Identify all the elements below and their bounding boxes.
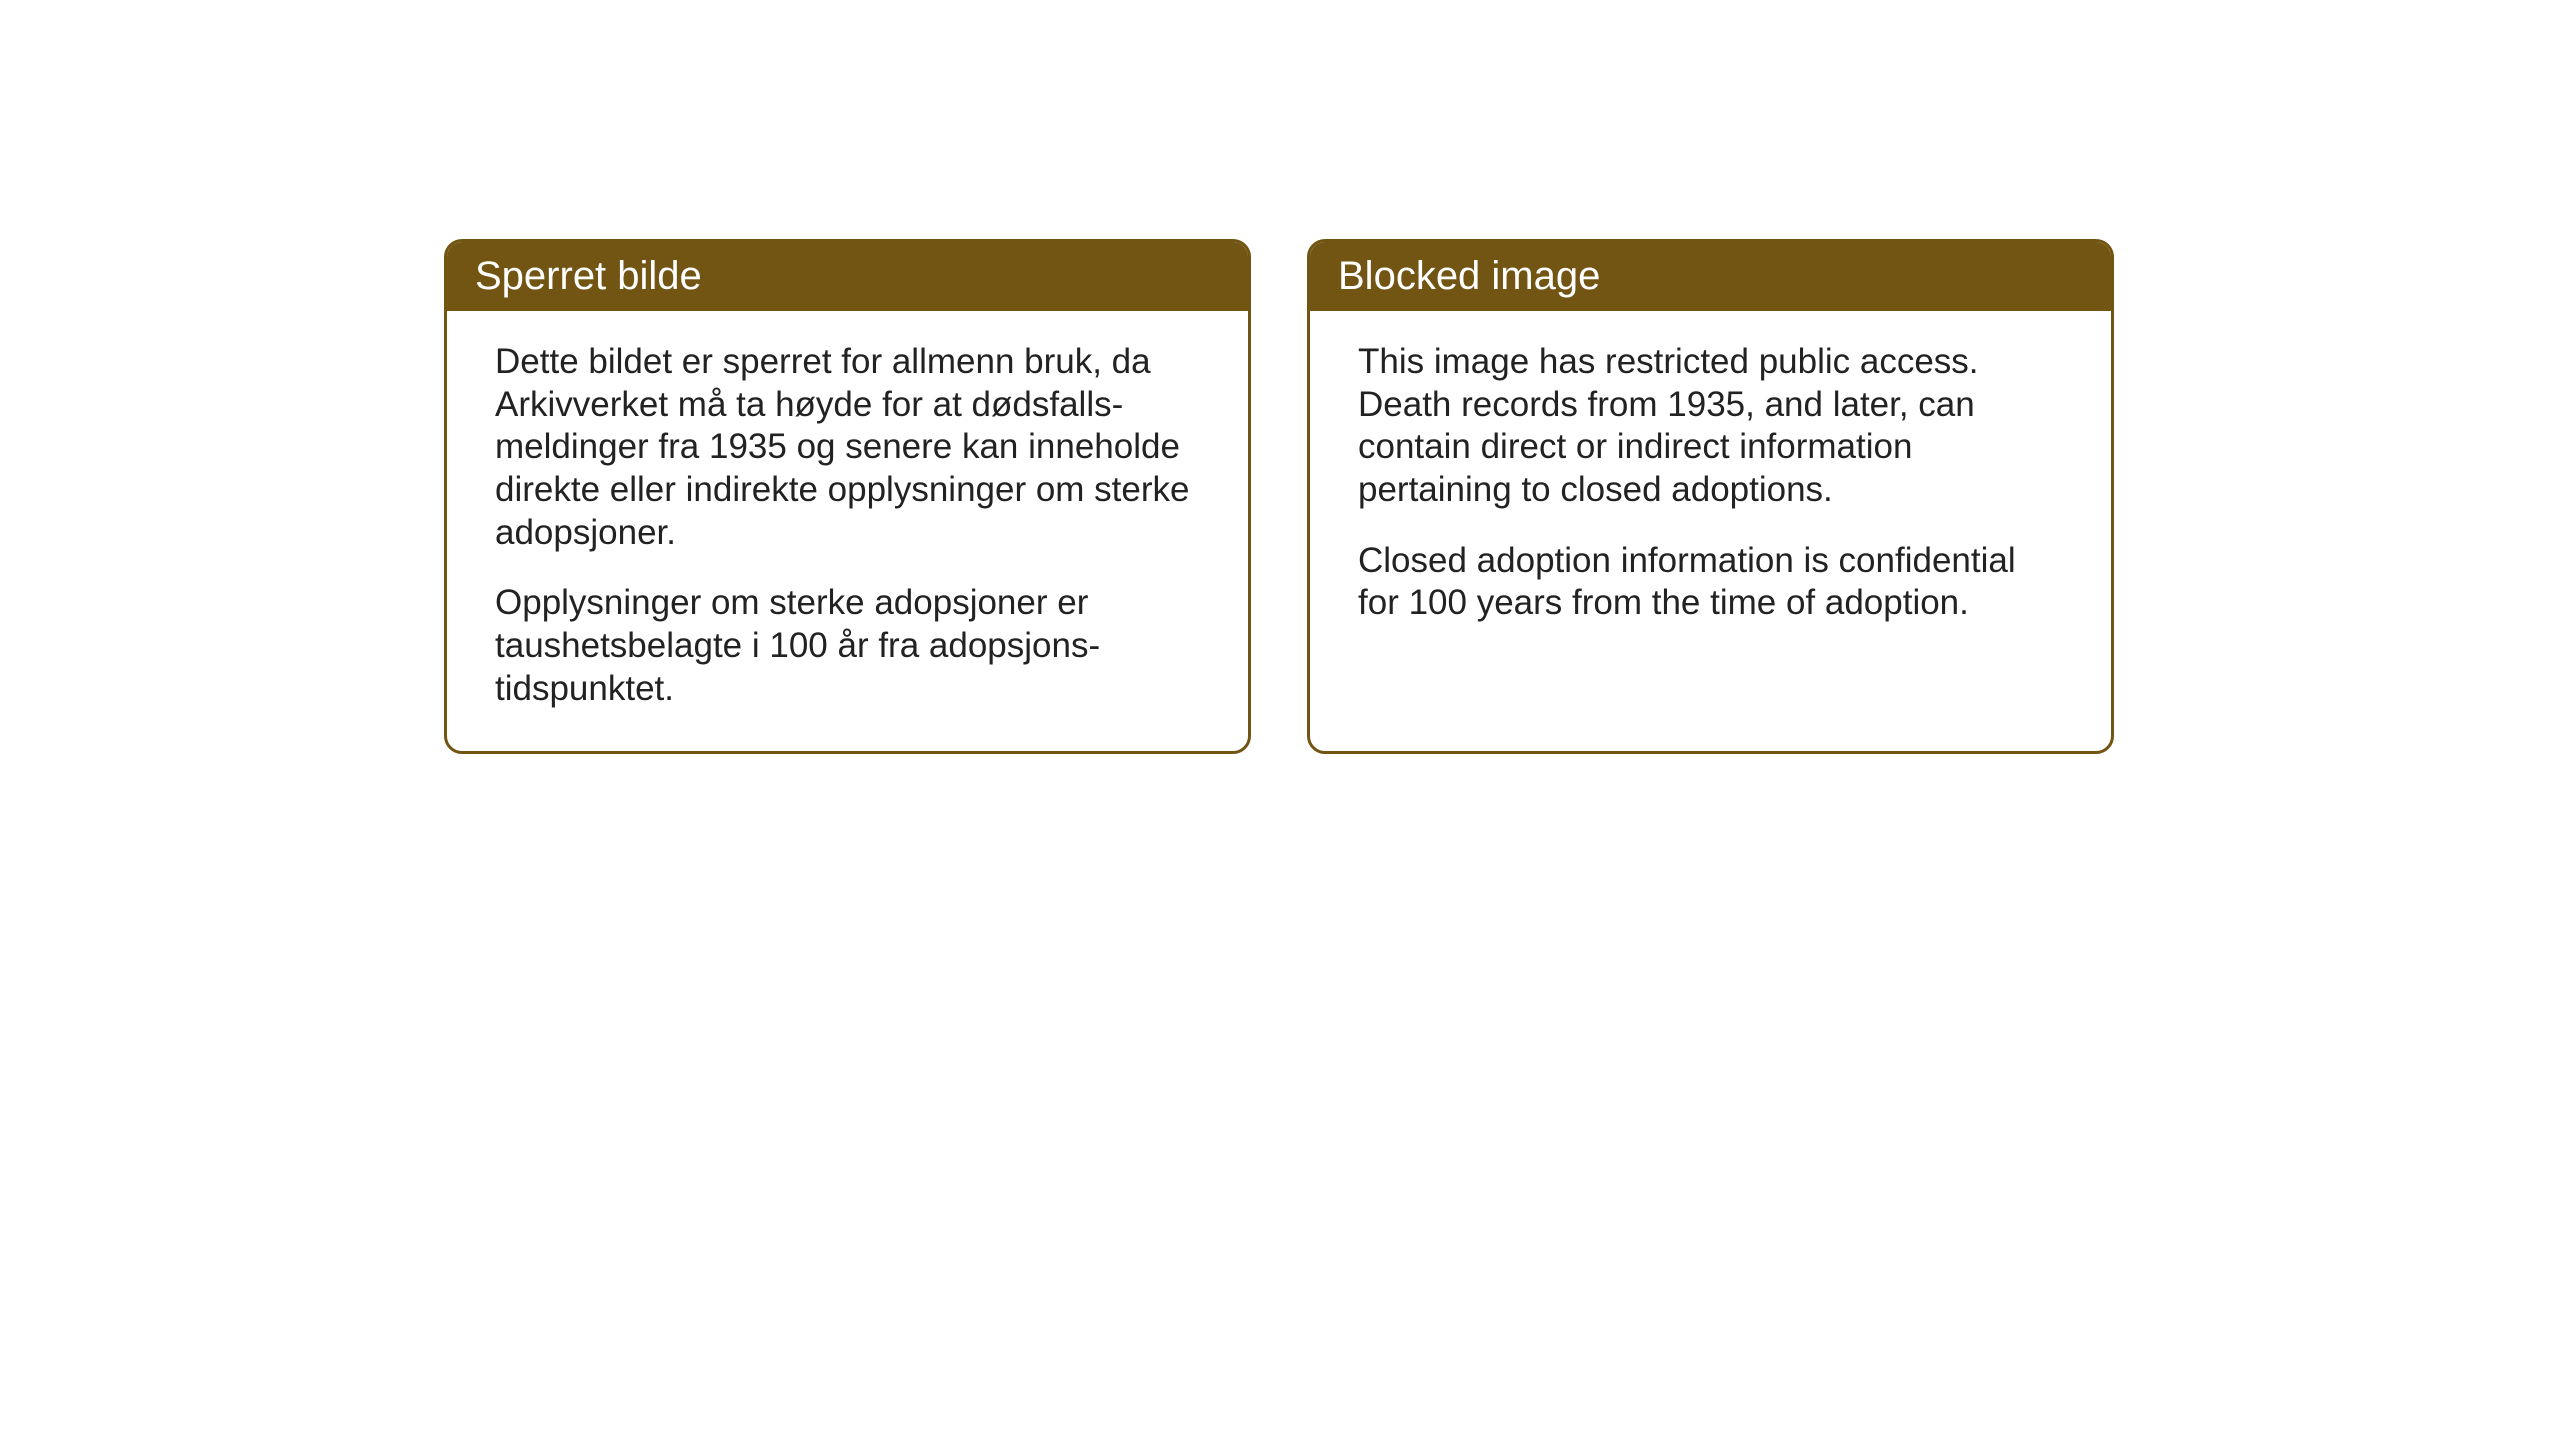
english-paragraph-1: This image has restricted public access.…	[1358, 341, 2063, 512]
english-paragraph-2: Closed adoption information is confident…	[1358, 540, 2063, 625]
english-card-title: Blocked image	[1338, 254, 1600, 298]
norwegian-card-body: Dette bildet er sperret for allmenn bruk…	[447, 311, 1248, 751]
english-card-body: This image has restricted public access.…	[1310, 311, 2111, 716]
norwegian-paragraph-2: Opplysninger om sterke adopsjoner er tau…	[495, 582, 1200, 710]
norwegian-paragraph-1: Dette bildet er sperret for allmenn bruk…	[495, 341, 1200, 554]
norwegian-card: Sperret bilde Dette bildet er sperret fo…	[444, 239, 1251, 754]
english-card-header: Blocked image	[1310, 242, 2111, 311]
english-card: Blocked image This image has restricted …	[1307, 239, 2114, 754]
notice-container: Sperret bilde Dette bildet er sperret fo…	[444, 239, 2114, 754]
norwegian-card-header: Sperret bilde	[447, 242, 1248, 311]
norwegian-card-title: Sperret bilde	[475, 254, 702, 298]
